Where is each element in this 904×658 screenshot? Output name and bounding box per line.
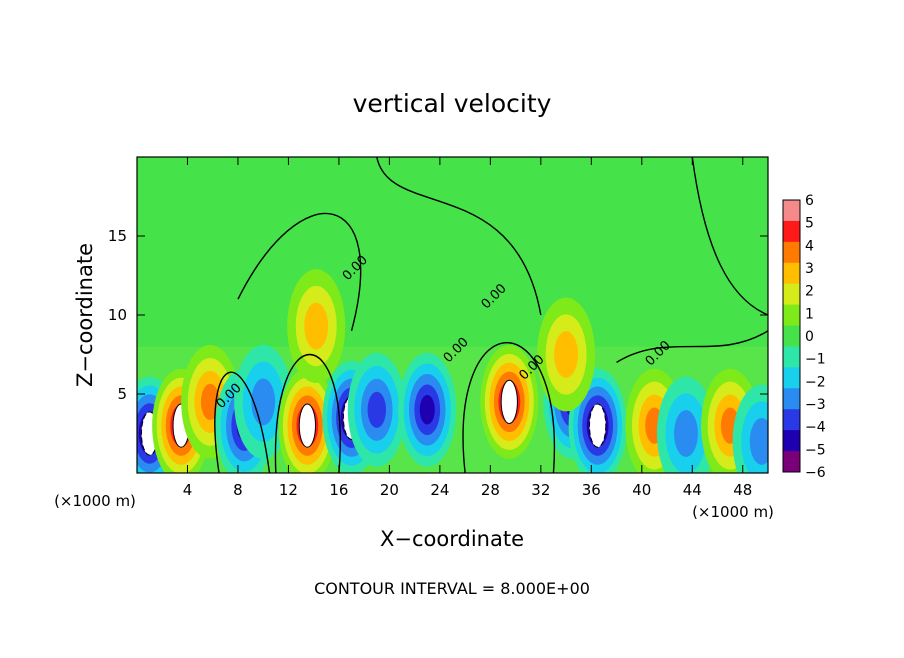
- cell-4-level-3: [251, 378, 276, 426]
- cell-11-extreme: [589, 403, 607, 448]
- colorbar-swatch-6: [783, 325, 800, 347]
- chart-title: vertical velocity: [353, 89, 552, 118]
- y-axis-label: Z−coordinate: [73, 243, 97, 387]
- colorbar-label-4: 2: [805, 284, 814, 300]
- x-tick-label-20: 20: [380, 481, 399, 499]
- plot-area: 0.000.000.000.000.00 0.004 8 12 16 20 24 28 32 36…: [108, 156, 769, 499]
- x-tick-label-12: 12: [279, 481, 298, 499]
- x-tick-label-48: 48: [733, 481, 752, 499]
- x-tick-label-28: 28: [481, 481, 500, 499]
- y-tick-label-5: 5: [117, 385, 127, 403]
- colorbar-label-12: −6: [805, 465, 826, 481]
- x-tick-label-36: 36: [582, 481, 601, 499]
- zero-contour-2: [462, 341, 556, 473]
- colorbar-label-7: −1: [805, 352, 826, 368]
- colorbar-swatch-9: [783, 388, 800, 410]
- x-unit-right: (×1000 m): [692, 503, 774, 521]
- colorbar-swatch-7: [783, 346, 800, 368]
- cell-15-level-3: [749, 417, 768, 465]
- colorbar-swatch-2: [783, 241, 800, 264]
- zero-contour-6: [616, 330, 768, 363]
- y-tick-label-10: 10: [108, 306, 127, 324]
- x-tick-label-8: 8: [233, 481, 243, 499]
- colorbar-label-10: −4: [805, 420, 826, 436]
- x-tick-label-4: 4: [183, 481, 193, 499]
- footer-caption: CONTOUR INTERVAL = 8.000E+00: [314, 579, 590, 598]
- colorbar-label-9: −3: [805, 397, 826, 413]
- colorbar-swatch-4: [783, 283, 800, 306]
- cell-8-level-5: [419, 395, 435, 425]
- colorbar-swatch-5: [783, 304, 800, 327]
- zero-contour-3: [237, 212, 362, 331]
- colorbar-label-11: −5: [805, 442, 826, 458]
- zero-contour-1: [274, 353, 341, 473]
- x-tick-label-44: 44: [683, 481, 702, 499]
- cell-5-extreme: [298, 403, 316, 448]
- colorbar-swatch-3: [783, 262, 800, 285]
- colorbar-swatch-8: [783, 367, 800, 389]
- colorbar-swatch-0: [783, 200, 800, 222]
- colorbar-swatch-11: [783, 430, 800, 452]
- colorbar-label-3: 3: [805, 261, 814, 277]
- x-tick-label-40: 40: [632, 481, 651, 499]
- x-unit-left: (×1000 m): [54, 492, 136, 510]
- zero-contour-0: [214, 371, 271, 473]
- x-axis-label: X−coordinate: [380, 527, 524, 551]
- colorbar-label-8: −2: [805, 374, 826, 390]
- x-tick-label-16: 16: [329, 481, 348, 499]
- zero-contour-5: [691, 157, 768, 316]
- cell-7-level-4: [367, 391, 387, 428]
- zero-contour-4: [376, 157, 542, 316]
- x-tick-label-24: 24: [430, 481, 449, 499]
- colorbar-label-6: 0: [805, 329, 814, 345]
- colorbar-swatch-1: [783, 220, 800, 243]
- cell-17-level-3: [554, 331, 579, 378]
- colorbar: 6 5 4 3 2 1 0 −1 −2 −3 −4 −5 −6: [782, 193, 826, 481]
- colorbar-swatch-10: [783, 409, 800, 431]
- colorbar-label-2: 4: [805, 238, 814, 254]
- cell-13-level-3: [674, 410, 698, 457]
- y-tick-label-15: 15: [108, 227, 127, 245]
- colorbar-label-1: 5: [805, 216, 814, 232]
- colorbar-frame: [782, 199, 801, 473]
- cell-9-extreme: [500, 379, 518, 425]
- colorbar-swatch-12: [783, 451, 800, 473]
- colorbar-label-5: 1: [805, 306, 814, 322]
- colorbar-label-0: 6: [805, 193, 814, 209]
- cell-16-level-3: [304, 302, 329, 350]
- x-tick-label-32: 32: [531, 481, 550, 499]
